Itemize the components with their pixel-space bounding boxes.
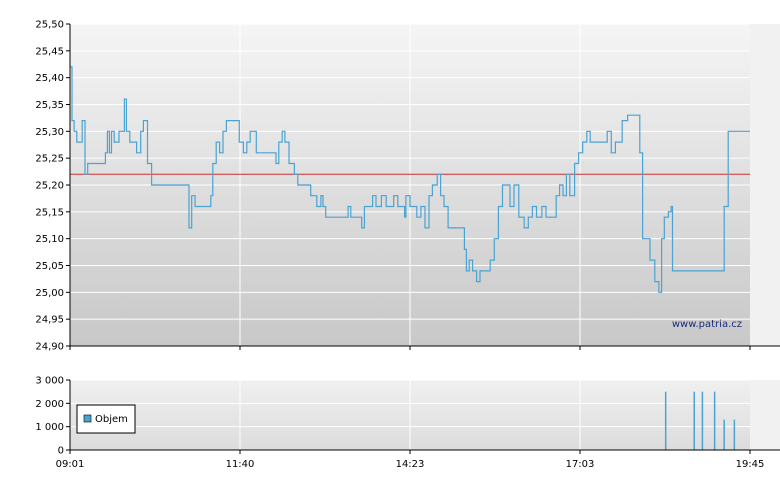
volume-panel-right-strip <box>750 380 780 450</box>
price-line <box>70 66 750 293</box>
price-panel-right-strip <box>750 24 780 346</box>
price-grid <box>70 23 750 347</box>
price-y-tick-label: 25,25 <box>35 154 64 165</box>
price-y-tick-label: 24,90 <box>35 342 64 353</box>
x-tick-label: 14:23 <box>396 459 425 470</box>
x-tick-label: 11:40 <box>226 459 255 470</box>
legend-swatch <box>83 414 92 423</box>
volume-y-tick-label: 3 000 <box>35 376 64 387</box>
price-y-tick-label: 24,95 <box>35 315 64 326</box>
price-y-tick-label: 25,05 <box>35 261 64 272</box>
volume-y-tick-label: 2 000 <box>35 399 64 410</box>
price-y-tick-label: 25,40 <box>35 73 64 84</box>
price-y-tick-label: 25,45 <box>35 46 64 57</box>
volume-y-tick-label: 0 <box>58 446 64 457</box>
price-y-tick-label: 25,15 <box>35 207 64 218</box>
price-y-tick-label: 25,35 <box>35 100 64 111</box>
price-y-tick-label: 25,50 <box>35 20 64 31</box>
volume-y-tick-label: 1 000 <box>35 422 64 433</box>
price-y-tick-label: 25,20 <box>35 181 64 192</box>
x-tick-label: 09:01 <box>56 459 85 470</box>
volume-y-axis-ticks: 0 1 000 2 000 3 000 <box>35 376 70 457</box>
price-y-tick-label: 25,10 <box>35 234 64 245</box>
legend-label-objem: Objem <box>95 414 128 425</box>
watermark: www.patria.cz <box>672 319 742 330</box>
price-y-tick-label: 25,00 <box>35 288 64 299</box>
price-y-axis-ticks: 24,90 24,95 25,00 25,05 25,10 25,15 25,20 25,25… <box>35 20 70 353</box>
price-x-axis-ticks <box>69 346 751 350</box>
x-axis-labels: 09:01 11:40 14:23 17:03 19:45 <box>56 459 765 470</box>
volume-legend: Objem <box>76 404 136 434</box>
x-tick-label: 17:03 <box>566 459 595 470</box>
price-y-tick-label: 25,30 <box>35 127 64 138</box>
volume-bars <box>664 391 736 450</box>
volume-x-axis-ticks <box>69 450 751 454</box>
x-tick-label: 19:45 <box>736 459 765 470</box>
